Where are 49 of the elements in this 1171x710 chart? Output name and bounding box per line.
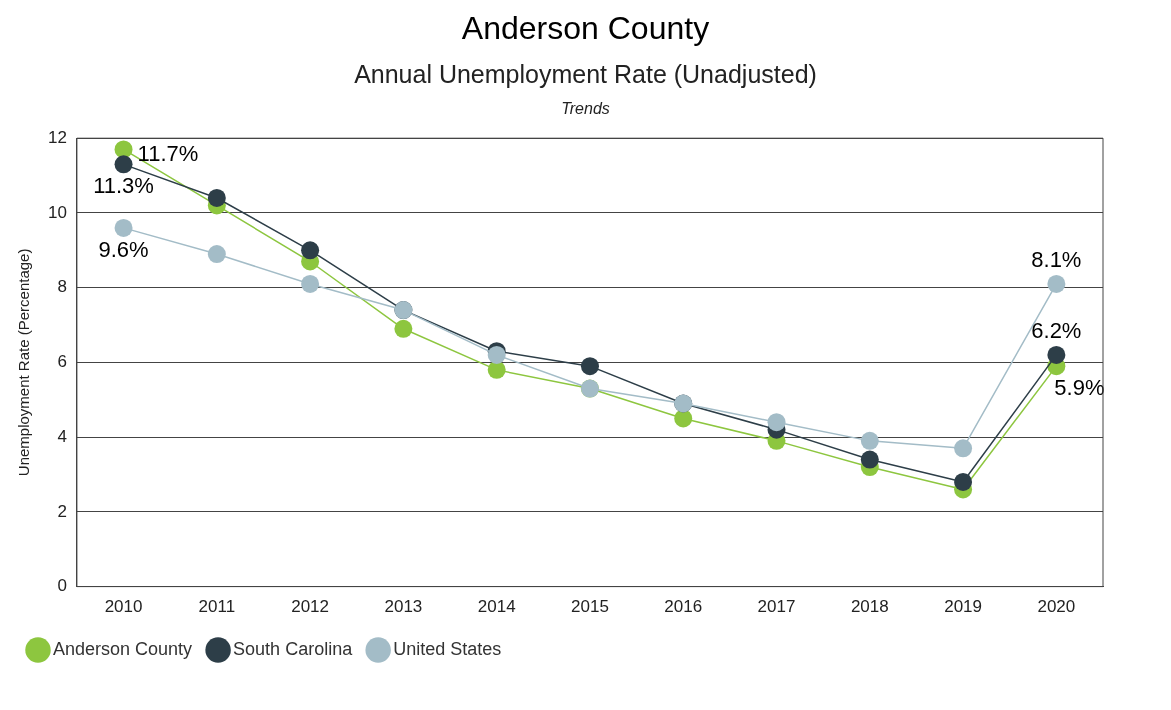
- point: [207, 188, 226, 207]
- point: [580, 357, 599, 376]
- y-tick-label: 0: [57, 576, 67, 596]
- x-tick-label: 2020: [1037, 597, 1076, 617]
- data-label: 11.3%: [93, 173, 154, 199]
- y-tick-label: 10: [47, 202, 67, 222]
- x-tick-label: 2019: [944, 597, 982, 617]
- data-label: 9.6%: [98, 236, 149, 262]
- point: [301, 241, 320, 260]
- x-tick-label: 2017: [757, 597, 796, 617]
- point: [954, 439, 973, 458]
- chart-title: Anderson County: [460, 9, 711, 48]
- data-label: 6.2%: [1031, 317, 1082, 343]
- point: [487, 360, 506, 379]
- y-tick-label: 4: [57, 426, 67, 446]
- x-tick-label: 2010: [104, 597, 143, 617]
- point: [860, 431, 879, 450]
- point: [114, 155, 133, 174]
- point: [1047, 274, 1066, 293]
- x-tick-label: 2013: [384, 597, 423, 617]
- chart-subtitle: Annual Unemployment Rate (Unadjusted): [353, 59, 818, 90]
- point: [207, 245, 226, 264]
- data-label: 5.9%: [1054, 375, 1105, 401]
- y-tick-label: 6: [57, 352, 67, 372]
- x-tick-label: 2011: [198, 597, 236, 617]
- legend-label: United States: [393, 638, 502, 659]
- data-label: 8.1%: [1031, 246, 1082, 272]
- point: [301, 274, 320, 293]
- y-axis-title: Unemployment Rate (Percentage): [15, 248, 33, 477]
- y-tick-label: 8: [57, 277, 67, 297]
- x-tick-label: 2015: [571, 597, 609, 617]
- point: [394, 319, 413, 338]
- point: [954, 472, 973, 491]
- point: [114, 140, 133, 159]
- y-tick-label: 12: [47, 127, 67, 147]
- point: [860, 450, 879, 469]
- x-tick-label: 2016: [664, 597, 703, 617]
- y-tick-label: 2: [57, 501, 67, 521]
- x-tick-label: 2012: [291, 597, 330, 617]
- point: [767, 413, 786, 432]
- legend-label: Anderson County: [53, 638, 193, 659]
- legend-label: South Carolina: [233, 638, 354, 659]
- point: [1047, 345, 1066, 364]
- point: [674, 409, 693, 428]
- data-label: 11.7%: [137, 141, 199, 167]
- text: Trends: [560, 100, 611, 118]
- x-tick-label: 2018: [850, 597, 889, 617]
- point: [114, 218, 133, 237]
- x-tick-label: 2014: [477, 597, 516, 617]
